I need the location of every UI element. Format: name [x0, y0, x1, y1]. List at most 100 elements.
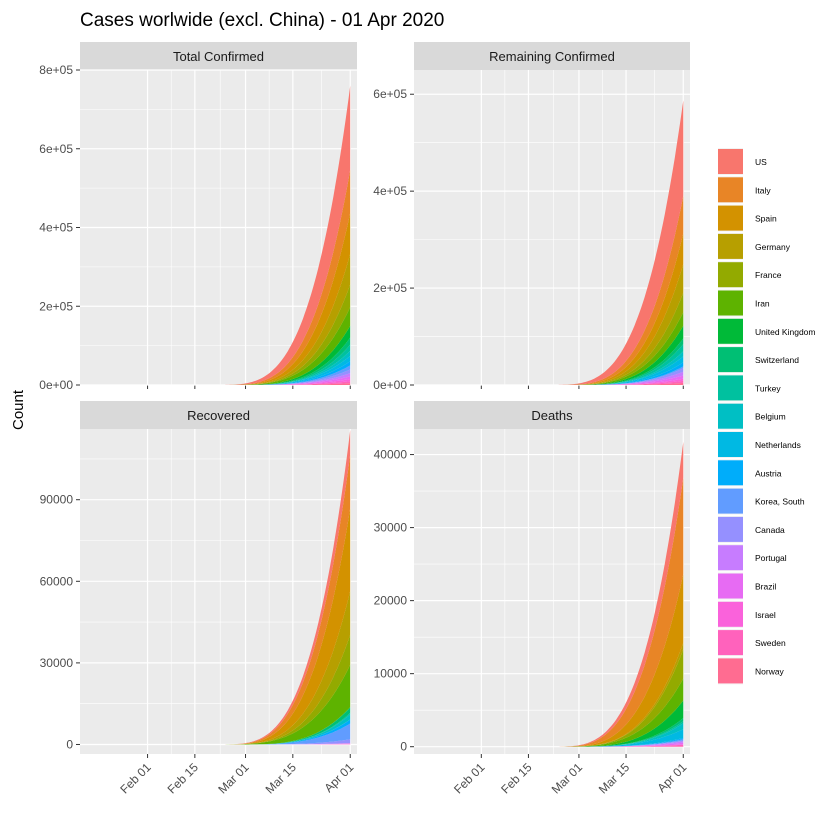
y-tick-label: 6e+05 [39, 142, 73, 156]
area-spain [558, 574, 684, 747]
y-tick-label: 0e+00 [39, 378, 73, 392]
y-tick-label: 2e+05 [373, 281, 407, 295]
facet-strip-label: Deaths [531, 408, 573, 423]
area-sweden [225, 381, 351, 385]
legend-key [718, 205, 743, 231]
y-tick-label: 0 [66, 737, 73, 751]
y-tick-label: 0e+00 [373, 378, 407, 392]
area-sweden [558, 744, 684, 747]
legend-label: Sweden [755, 638, 786, 648]
panel-1: Remaining Confirmed 0e+00 2e+05 4e+05 6e+05 [373, 42, 690, 392]
y-tick-label: 60000 [40, 574, 74, 588]
y-axis-title: Count [10, 389, 27, 430]
area-brazil [558, 375, 684, 385]
legend-label: Iran [755, 299, 770, 309]
x-tick-label: Mar 15 [263, 760, 300, 797]
x-tick-label: Feb 15 [498, 760, 535, 797]
legend-label: Turkey [755, 383, 781, 393]
legend-key [718, 290, 743, 316]
legend-label: France [755, 270, 782, 280]
y-tick-label: 4e+05 [373, 184, 407, 198]
legend-key [718, 545, 743, 571]
y-tick-label: 2e+05 [39, 299, 73, 313]
panel-3: Deaths Feb 01 Feb 15 Mar 01 Mar 15 Apr 01 0 100… [374, 401, 690, 797]
legend-label: Switzerland [755, 355, 799, 365]
facet-panels: Total Confirmed 0e+00 2e+05 4e+05 6e+05 8e+05… [39, 42, 690, 797]
area-korea-south [225, 723, 351, 745]
area-brazil [225, 743, 351, 745]
area-israel [558, 378, 684, 385]
y-tick-label: 8e+05 [39, 63, 73, 77]
legend-label: Germany [755, 242, 791, 252]
area-iran [225, 664, 351, 745]
legend-label: Belgium [755, 412, 786, 422]
area-canada [225, 739, 351, 745]
x-tick-label: Feb 01 [117, 760, 154, 797]
y-tick-label: 40000 [374, 448, 408, 462]
area-norway [558, 382, 684, 385]
area-italy [558, 477, 684, 747]
legend-key [718, 347, 743, 373]
legend-label: Norway [755, 666, 785, 676]
x-tick-label: Mar 01 [549, 760, 586, 797]
x-tick-label: Mar 01 [215, 760, 252, 797]
legend-label: Korea, South [755, 497, 805, 507]
legend-label: Spain [755, 214, 777, 224]
area-norway [225, 383, 351, 385]
area-netherlands [558, 729, 684, 747]
legend-label: Italy [755, 185, 771, 195]
legend: US Italy Spain Germany France Iran United King… [718, 148, 815, 685]
legend-label: Brazil [755, 582, 776, 592]
legend-label: Austria [755, 468, 782, 478]
legend-key [718, 177, 743, 203]
legend-key [718, 516, 743, 542]
chart-title: Cases worlwide (excl. China) - 01 Apr 20… [80, 10, 444, 31]
legend-key [718, 403, 743, 429]
y-tick-label: 10000 [374, 667, 408, 681]
y-tick-label: 30000 [374, 521, 408, 535]
legend-key [718, 601, 743, 627]
area-israel [225, 743, 351, 745]
legend-label: Israel [755, 610, 776, 620]
facet-strip [80, 401, 357, 429]
y-tick-label: 20000 [374, 594, 408, 608]
x-tick-label: Feb 15 [165, 760, 202, 797]
legend-label: US [755, 157, 767, 167]
area-iran [558, 678, 684, 747]
area-sweden [558, 380, 684, 385]
y-tick-label: 90000 [40, 493, 74, 507]
y-tick-label: 0 [400, 740, 407, 754]
x-tick-label: Mar 15 [596, 760, 633, 797]
legend-key [718, 488, 743, 514]
legend-key [718, 573, 743, 599]
facet-strip [80, 42, 357, 70]
legend-key [718, 630, 743, 656]
facet-strip-label: Recovered [187, 408, 250, 423]
legend-key [718, 233, 743, 259]
legend-key [718, 375, 743, 401]
facet-strip-label: Remaining Confirmed [489, 49, 615, 64]
facet-strip [414, 42, 690, 70]
x-tick-label: Apr 01 [654, 760, 689, 795]
legend-key [718, 432, 743, 457]
area-brazil [558, 742, 684, 747]
area-spain [225, 507, 351, 745]
y-tick-label: 4e+05 [39, 221, 73, 235]
legend-label: Canada [755, 525, 785, 535]
x-tick-label: Feb 01 [451, 760, 488, 797]
facet-strip [414, 401, 690, 429]
panel-2: Recovered Feb 01 Feb 15 Mar 01 Mar 15 Apr 01 0… [40, 401, 357, 797]
legend-label: Portugal [755, 553, 787, 563]
area-united-kingdom [558, 700, 684, 747]
area-brazil [225, 376, 351, 385]
legend-label: Netherlands [755, 440, 801, 450]
x-tick-label: Apr 01 [321, 760, 356, 795]
legend-label: United Kingdom [755, 327, 815, 337]
panel-0: Total Confirmed 0e+00 2e+05 4e+05 6e+05 8e+05 [39, 42, 357, 392]
legend-key [718, 318, 743, 344]
legend-key [718, 658, 743, 684]
legend-key [718, 149, 743, 174]
y-tick-label: 6e+05 [373, 87, 407, 101]
area-israel [225, 379, 351, 385]
